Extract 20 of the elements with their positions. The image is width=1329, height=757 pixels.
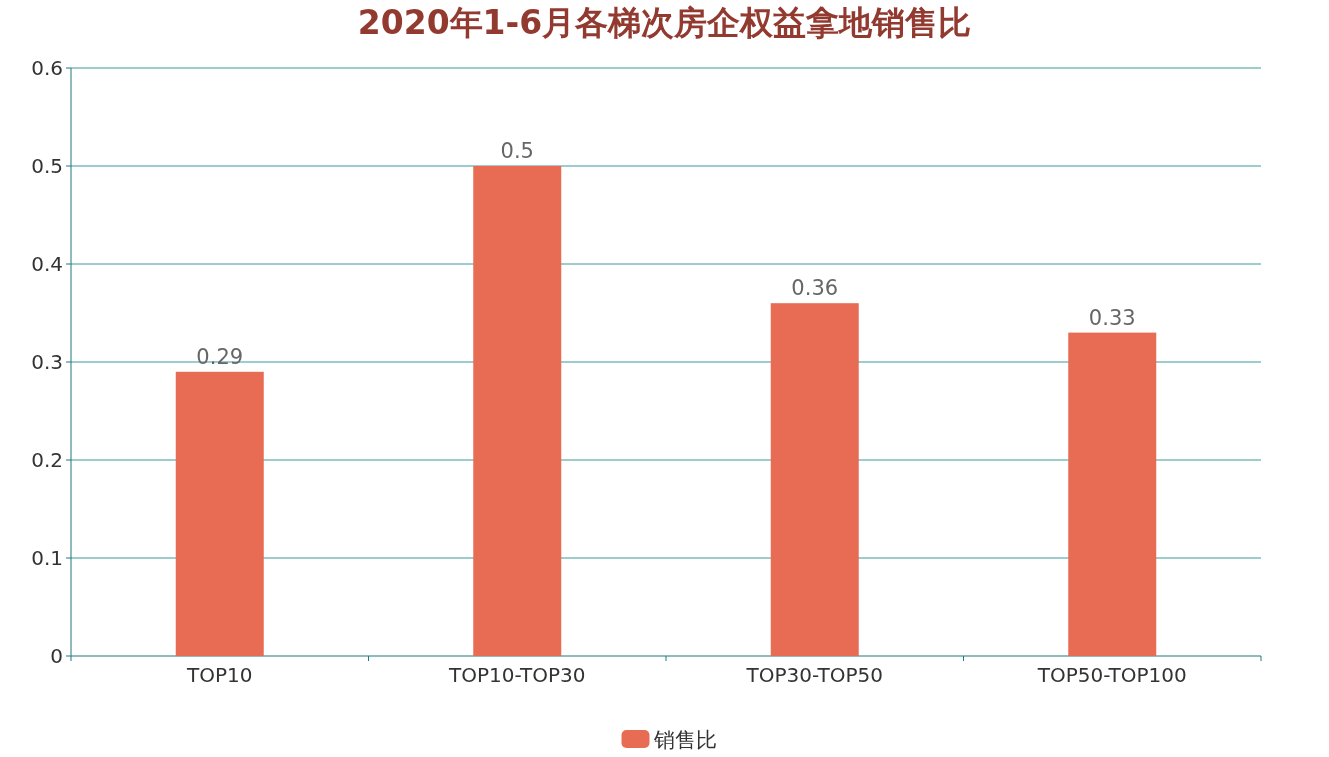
- y-tick-label: 0.6: [31, 56, 63, 80]
- legend-label: 销售比: [652, 728, 717, 752]
- chart-title: 2020年1-6月各梯次房企权益拿地销售比: [357, 3, 972, 42]
- y-tick-label: 0.5: [31, 154, 63, 178]
- x-tick-label: TOP10-TOP30: [448, 663, 586, 687]
- bar: [770, 303, 859, 656]
- x-tick-label: TOP10: [186, 663, 253, 687]
- bar: [175, 371, 264, 656]
- x-tick-label: TOP30-TOP50: [745, 663, 883, 687]
- data-label: 0.5: [500, 139, 534, 163]
- y-tick-label: 0.2: [31, 448, 63, 472]
- x-tick-label: TOP50-TOP100: [1036, 663, 1187, 687]
- y-tick-label: 0: [50, 644, 63, 668]
- bar: [473, 166, 562, 656]
- data-label: 0.36: [791, 276, 839, 301]
- y-tick-label: 0.4: [31, 252, 63, 276]
- data-label: 0.33: [1088, 305, 1136, 330]
- y-tick-label: 0.1: [31, 546, 63, 570]
- y-tick-label: 0.3: [31, 350, 63, 374]
- bar: [1068, 332, 1157, 656]
